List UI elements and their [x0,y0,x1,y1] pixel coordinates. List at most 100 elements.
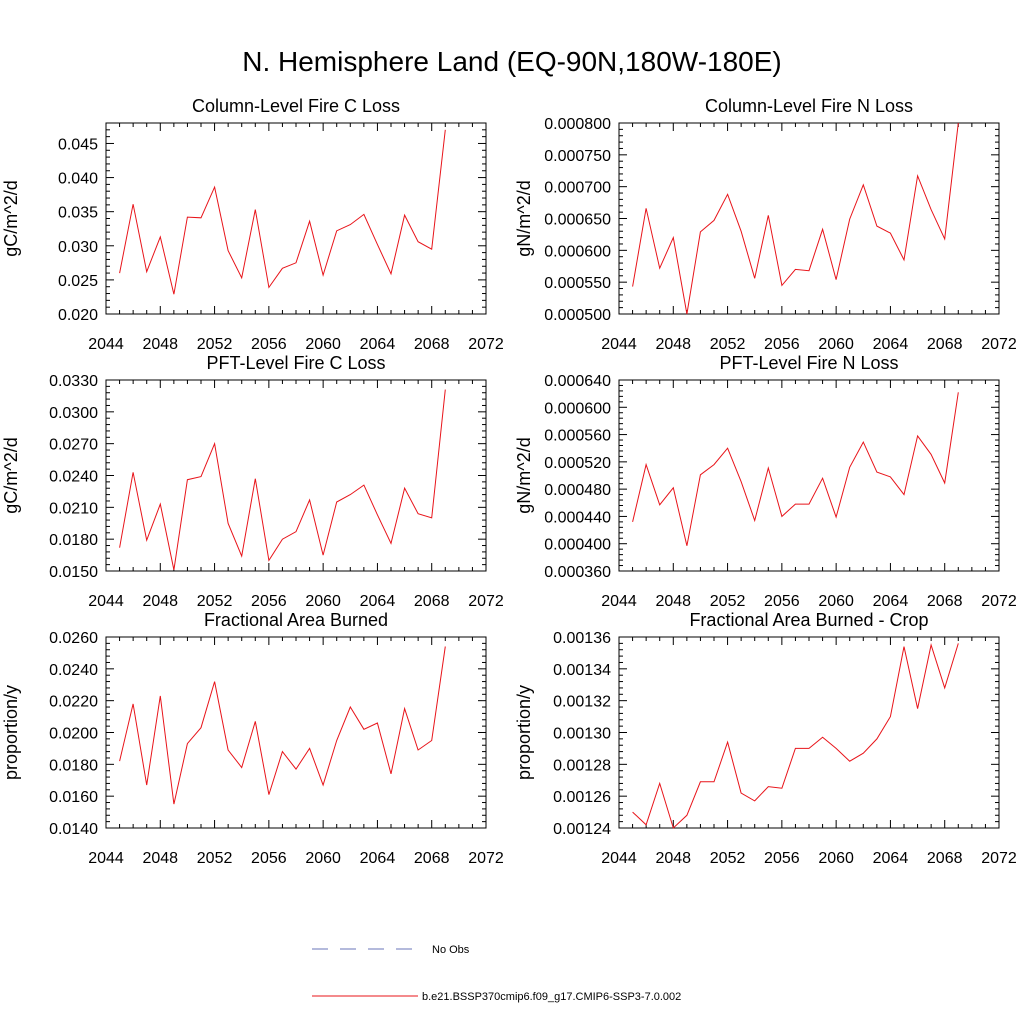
y-tick-label: 0.000800 [544,116,611,133]
y-tick-label: 0.0220 [49,694,98,711]
x-tick-label: 2068 [414,336,450,353]
y-tick-label: 0.000360 [544,564,611,581]
y-tick-label: 0.0180 [49,532,98,549]
y-tick-label: 0.0210 [49,500,98,517]
x-tick-label: 2052 [197,336,233,353]
chart-panel-3: PFT-Level Fire C Loss gC/m^2/d 2044 2048 205… [1,353,504,610]
y-tick-label: 0.000700 [544,180,611,197]
x-tick-label: 2068 [927,850,963,867]
y-tick-label: 0.000640 [544,373,611,390]
series-line [632,392,959,546]
y-tick-label: 0.000650 [544,212,611,229]
legend-model-label: b.e21.BSSP370cmip6.f09_g17.CMIP6-SSP3-7.… [422,991,681,1003]
chart-title: PFT-Level Fire N Loss [719,353,898,373]
plot-frame [105,379,487,572]
x-tick-label: 2064 [873,850,909,867]
x-tick-label: 2068 [414,850,450,867]
x-tick-label: 2048 [655,850,691,867]
y-tick-label: 0.00128 [553,757,611,774]
chart-title: Fractional Area Burned - Crop [689,610,928,630]
y-tick-label: 0.000550 [544,275,611,292]
x-tick-label: 2072 [468,336,504,353]
series-line [632,643,959,829]
chart-title: Column-Level Fire C Loss [192,96,400,116]
y-tick-label: 0.000750 [544,148,611,165]
y-tick-label: 0.000600 [544,400,611,417]
y-tick-label: 0.0140 [49,821,98,838]
x-tick-label: 2056 [764,336,800,353]
plot-frame [105,122,487,315]
y-axis-label: gN/m^2/d [514,437,534,513]
y-axis-label: proportion/y [514,685,534,780]
y-tick-label: 0.00132 [553,694,611,711]
y-tick-label: 0.000560 [544,428,611,445]
series-line [119,129,446,295]
page-title: N. Hemisphere Land (EQ-90N,180W-180E) [242,46,782,77]
y-tick-label: 0.000520 [544,455,611,472]
y-tick-label: 0.0160 [49,789,98,806]
y-tick-label: 0.035 [58,205,98,222]
y-tick-label: 0.0240 [49,469,98,486]
series-line [632,122,959,315]
x-tick-label: 2056 [251,336,287,353]
x-tick-label: 2064 [873,336,909,353]
x-tick-label: 2052 [710,850,746,867]
y-tick-label: 0.020 [58,307,98,324]
x-tick-label: 2052 [197,850,233,867]
x-tick-label: 2044 [601,850,637,867]
y-tick-label: 0.00124 [553,821,611,838]
x-tick-label: 2056 [764,850,800,867]
x-tick-label: 2068 [927,593,963,610]
y-tick-label: 0.000500 [544,307,611,324]
x-tick-label: 2048 [655,593,691,610]
x-tick-label: 2052 [197,593,233,610]
chart-panel-6: Fractional Area Burned - Crop proportion/… [514,610,1017,867]
y-axis-label: gC/m^2/d [1,437,21,513]
y-tick-label: 0.0260 [49,630,98,647]
y-tick-label: 0.00130 [553,726,611,743]
x-tick-label: 2044 [88,850,124,867]
x-tick-label: 2044 [601,593,637,610]
plot-frame [618,636,1000,829]
x-tick-label: 2044 [601,336,637,353]
x-tick-label: 2060 [305,850,341,867]
x-tick-label: 2064 [360,593,396,610]
y-axis-label: gN/m^2/d [514,180,534,256]
y-tick-label: 0.00134 [553,662,611,679]
y-tick-label: 0.030 [58,239,98,256]
x-tick-label: 2044 [88,593,124,610]
x-tick-label: 2068 [927,336,963,353]
x-tick-label: 2048 [142,336,178,353]
x-tick-label: 2048 [655,336,691,353]
legend: No Obs b.e21.BSSP370cmip6.f09_g17.CMIP6-… [312,944,681,1003]
x-tick-label: 2044 [88,336,124,353]
chart-title: Column-Level Fire N Loss [705,96,913,116]
chart-panel-2: Column-Level Fire N Loss gN/m^2/d 2044 2048… [514,96,1017,353]
y-tick-label: 0.000400 [544,537,611,554]
y-tick-label: 0.000600 [544,243,611,260]
y-tick-label: 0.0270 [49,437,98,454]
x-tick-label: 2056 [764,593,800,610]
y-tick-label: 0.000480 [544,482,611,499]
chart-title: PFT-Level Fire C Loss [206,353,385,373]
y-tick-label: 0.0300 [49,405,98,422]
y-tick-label: 0.0150 [49,564,98,581]
legend-obs-label: No Obs [432,944,470,956]
x-tick-label: 2060 [818,336,854,353]
chart-panel-4: PFT-Level Fire N Loss gN/m^2/d 2044 2048 205… [514,353,1017,610]
x-tick-label: 2048 [142,593,178,610]
x-tick-label: 2064 [360,850,396,867]
y-tick-label: 0.045 [58,136,98,153]
x-tick-label: 2072 [981,336,1017,353]
x-tick-label: 2072 [981,850,1017,867]
x-tick-label: 2072 [468,850,504,867]
y-tick-label: 0.025 [58,273,98,290]
y-tick-label: 0.0200 [49,726,98,743]
y-axis-label: gC/m^2/d [1,180,21,256]
y-tick-label: 0.00126 [553,789,611,806]
chart-panel-5: Fractional Area Burned proportion/y 2044 20… [1,610,504,867]
y-tick-label: 0.0330 [49,373,98,390]
y-axis-label: proportion/y [1,685,21,780]
x-tick-label: 2072 [981,593,1017,610]
